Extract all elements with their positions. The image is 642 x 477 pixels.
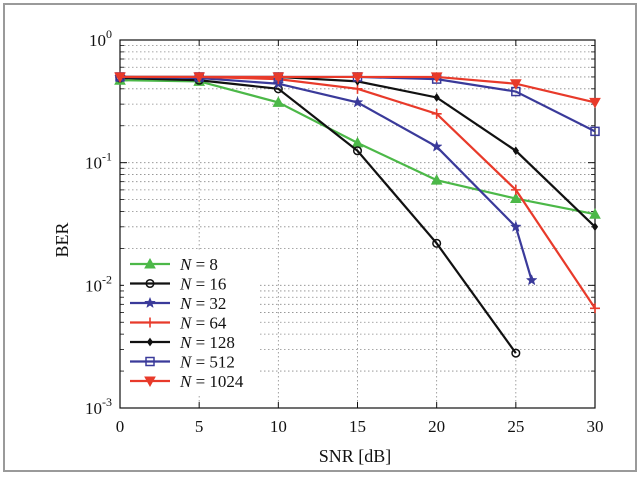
legend-entry-6: N = 1024: [179, 372, 244, 391]
data-point-series-6: [351, 72, 364, 83]
data-point-series-3: [590, 303, 600, 314]
data-point-series-6: [114, 72, 126, 83]
data-point-series-0: [509, 192, 522, 204]
legend-marker: [145, 356, 155, 367]
data-point-series-3: [431, 108, 442, 119]
data-point-series-6: [272, 72, 285, 83]
data-point-series-6: [509, 79, 522, 90]
data-point-series-1: [352, 146, 363, 156]
y-tick-label: 100: [89, 27, 112, 50]
data-point-series-4: [433, 93, 440, 102]
x-axis-label: SNR [dB]: [319, 446, 392, 466]
y-tick-label: 10-2: [85, 272, 112, 295]
series-line-1: [119, 76, 517, 354]
x-tick-label: 25: [507, 417, 524, 436]
data-point-series-2: [351, 96, 364, 108]
legend-entry-3: N = 64: [179, 314, 227, 333]
legend-entry-0: N = 8: [179, 255, 218, 274]
legend-entry-5: N = 512: [179, 353, 235, 372]
figure-frame: [3, 3, 637, 472]
data-point-series-2: [509, 220, 522, 232]
y-tick-label: 10-1: [85, 150, 112, 173]
data-point-series-4: [591, 222, 599, 232]
legend-marker: [145, 278, 155, 289]
data-point-series-0: [272, 96, 285, 107]
data-point-series-0: [430, 174, 443, 185]
x-tick-label: 15: [349, 417, 366, 436]
legend-marker: [145, 317, 155, 328]
legend-marker: [146, 337, 154, 347]
legend-marker: [144, 376, 156, 388]
data-point-series-1: [432, 238, 442, 248]
series-line-2: [119, 75, 533, 281]
data-point-series-2: [430, 140, 443, 152]
legend-entry-2: N = 32: [179, 294, 226, 313]
x-tick-label: 0: [116, 417, 125, 436]
data-point-series-0: [589, 208, 601, 219]
x-tick-label: 10: [270, 417, 287, 436]
data-point-series-5: [590, 126, 600, 137]
legend-marker: [144, 257, 156, 269]
data-point-series-6: [430, 72, 443, 83]
y-tick-label: 10-3: [85, 395, 112, 418]
legend-entry-4: N = 128: [179, 333, 235, 352]
data-point-series-4: [512, 146, 519, 156]
y-axis-label: BER: [52, 222, 72, 257]
data-point-series-1: [511, 348, 521, 358]
data-point-series-6: [193, 72, 206, 83]
x-tick-label: 20: [428, 417, 445, 436]
x-tick-label: 5: [195, 417, 204, 436]
data-point-series-6: [589, 97, 601, 109]
legend-marker: [144, 296, 156, 309]
x-tick-label: 30: [587, 417, 604, 436]
legend-entry-1: N = 16: [179, 275, 226, 294]
data-point-series-3: [510, 184, 521, 195]
data-point-series-2: [525, 274, 538, 286]
data-point-series-0: [351, 136, 364, 148]
